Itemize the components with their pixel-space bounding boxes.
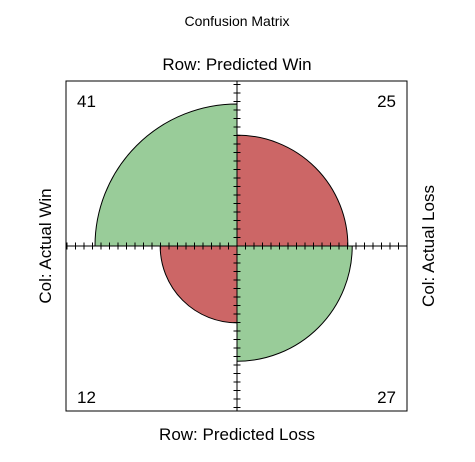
col-label-right: Col: Actual Loss (419, 185, 438, 307)
row-label-top: Row: Predicted Win (162, 55, 311, 74)
axis-ticks (66, 84, 399, 408)
col-label-left: Col: Actual Win (36, 188, 55, 303)
slice-top-left (94, 103, 238, 247)
row-label-bottom: Row: Predicted Loss (159, 425, 315, 444)
quadrant-slices (94, 103, 353, 362)
count-top-right: 25 (377, 92, 396, 111)
slice-top-right (236, 134, 349, 247)
slice-bottom-right (236, 245, 353, 362)
chart-title: Confusion Matrix (184, 13, 289, 29)
count-top-left: 41 (77, 92, 96, 111)
slice-bottom-left (159, 245, 238, 324)
count-bottom-right: 27 (377, 388, 396, 407)
count-bottom-left: 12 (77, 388, 96, 407)
